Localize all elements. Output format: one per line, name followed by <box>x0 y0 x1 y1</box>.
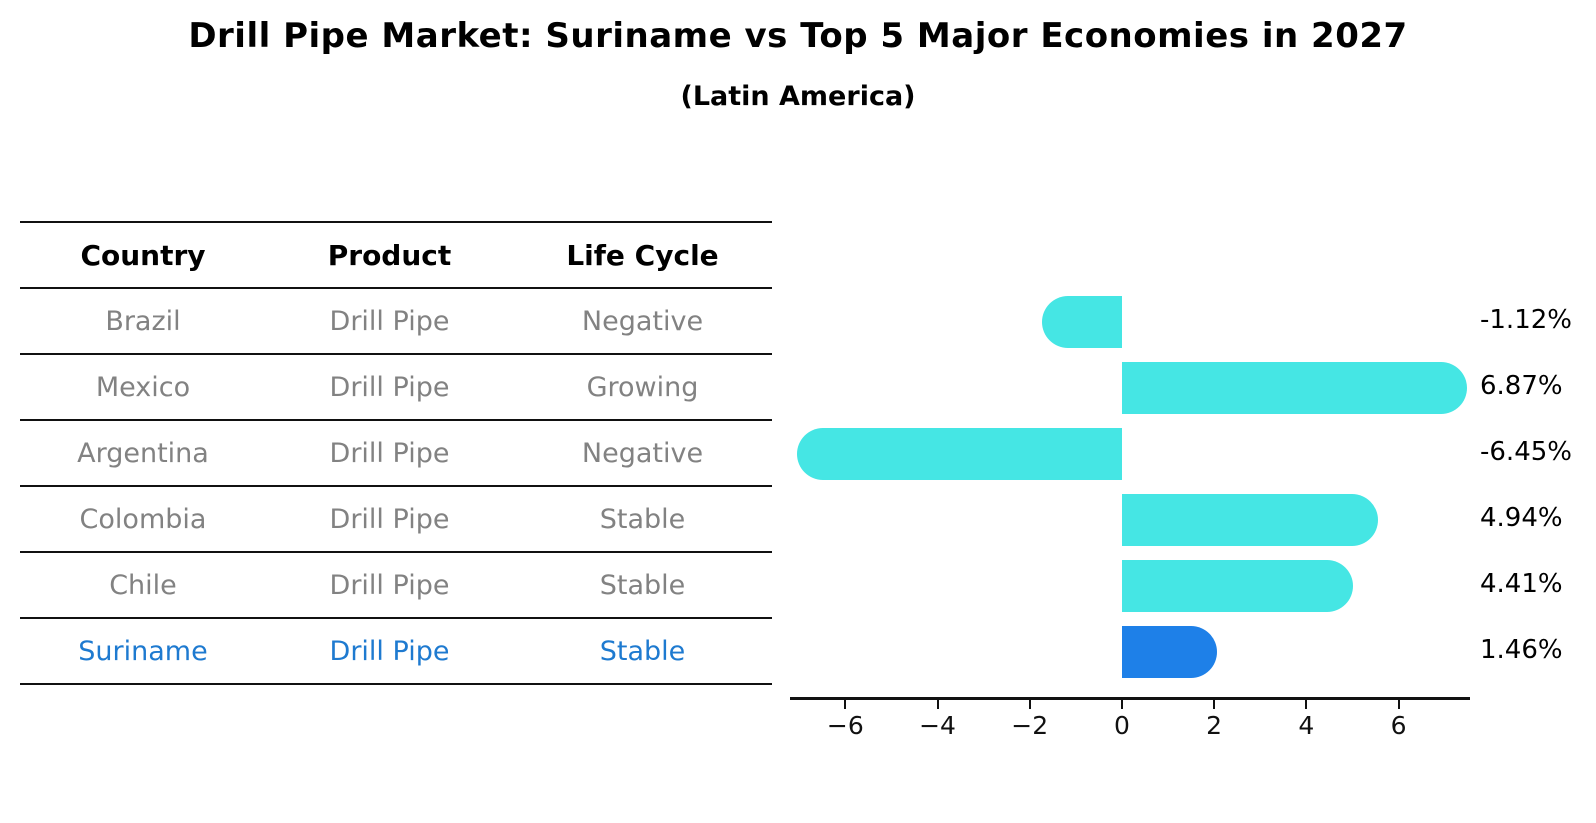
economies-table: Country Product Life Cycle Brazil Drill P… <box>20 221 772 685</box>
table-cell-life-cycle: Stable <box>599 635 686 667</box>
table-row: Chile Drill Pipe Stable <box>20 553 772 619</box>
chart-title: Drill Pipe Market: Suriname vs Top 5 Maj… <box>188 16 1408 56</box>
table-cell-life-cycle: Negative <box>581 305 704 337</box>
x-axis-tick-label: 0 <box>1113 711 1130 740</box>
value-label-suriname: 1.46% <box>1480 635 1563 665</box>
x-axis-tick-label: −2 <box>1011 711 1049 740</box>
bar-colombia <box>1121 494 1378 546</box>
x-axis-tick <box>1397 700 1400 709</box>
x-axis-line <box>790 697 1470 700</box>
column-header-country: Country <box>80 238 206 272</box>
value-label-colombia: 4.94% <box>1480 503 1563 533</box>
x-axis-tick <box>844 700 847 709</box>
x-axis-tick <box>1213 700 1216 709</box>
table-row: Mexico Drill Pipe Growing <box>20 355 772 421</box>
column-header-product: Product <box>327 238 452 272</box>
table-header-row: Country Product Life Cycle <box>20 223 772 289</box>
table-cell-product: Drill Pipe <box>329 371 450 403</box>
table-cell-country: Mexico <box>95 371 191 403</box>
bar-mexico <box>1121 362 1467 414</box>
bar-chile <box>1121 560 1354 612</box>
x-axis-tick-label: 2 <box>1206 711 1223 740</box>
x-axis-tick <box>936 700 939 709</box>
table-cell-country: Argentina <box>77 437 209 469</box>
table-cell-country: Colombia <box>79 503 207 535</box>
table-cell-product: Drill Pipe <box>329 437 450 469</box>
bar-highlight-suriname <box>1121 626 1218 678</box>
table-row: Brazil Drill Pipe Negative <box>20 289 772 355</box>
table-cell-life-cycle: Stable <box>599 569 686 601</box>
x-axis-tick-label: −6 <box>826 711 864 740</box>
x-axis-tick <box>1120 700 1123 709</box>
column-header-lifecycle: Life Cycle <box>566 238 719 272</box>
table-body: Brazil Drill Pipe Negative Mexico Drill Pipe… <box>20 289 772 685</box>
table-cell-life-cycle: Growing <box>586 371 699 403</box>
table-cell-product: Drill Pipe <box>329 503 450 535</box>
bar-brazil <box>1042 296 1122 348</box>
chart-subtitle: (Latin America) <box>680 81 916 112</box>
table-cell-life-cycle: Stable <box>599 503 686 535</box>
x-axis-tick-label: 4 <box>1298 711 1315 740</box>
table-row: Suriname Drill Pipe Stable <box>20 619 772 685</box>
table-cell-country: Suriname <box>78 635 208 667</box>
bar-argentina <box>796 428 1122 480</box>
table-cell-country: Chile <box>109 569 177 601</box>
x-axis-tick-label: 6 <box>1390 711 1407 740</box>
table-cell-country: Brazil <box>105 305 181 337</box>
value-label-chile: 4.41% <box>1480 569 1563 599</box>
table-cell-product: Drill Pipe <box>329 305 450 337</box>
table-row: Argentina Drill Pipe Negative <box>20 421 772 487</box>
value-label-argentina: -6.45% <box>1480 437 1572 467</box>
table-cell-product: Drill Pipe <box>329 635 450 667</box>
value-label-mexico: 6.87% <box>1480 371 1563 401</box>
x-axis-tick-label: −4 <box>919 711 956 740</box>
table-cell-life-cycle: Negative <box>581 437 704 469</box>
table-row: Colombia Drill Pipe Stable <box>20 487 772 553</box>
x-axis-tick <box>1305 700 1308 709</box>
table-cell-product: Drill Pipe <box>329 569 450 601</box>
x-axis-tick <box>1028 700 1031 709</box>
value-label-brazil: -1.12% <box>1480 305 1572 335</box>
